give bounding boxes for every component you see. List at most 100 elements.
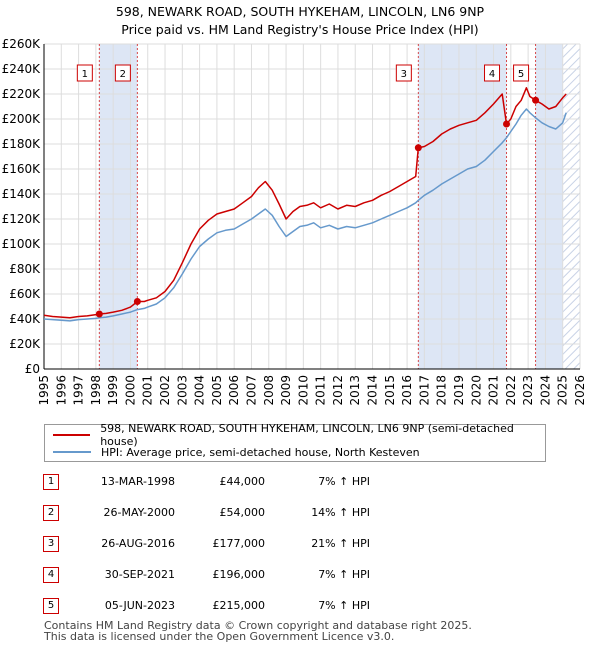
y-tick-label: £260K [2,37,42,51]
sale-point [414,144,422,152]
x-tick-label: 2008 [262,375,276,406]
sale-row: 4 30-SEP-2021 £196,000 7% ↑ HPI [0,563,600,587]
sale-date: 13-MAR-1998 [100,475,175,488]
y-tick-label: £160K [2,162,42,176]
y-tick-label: £100K [2,237,42,251]
sale-number: 1 [43,474,59,490]
legend-swatch-property [53,434,91,436]
sale-number-label: 5 [518,69,524,80]
legend-item-hpi: HPI: Average price, semi-detached house,… [53,444,420,460]
sale-row: 2 26-MAY-2000 £54,000 14% ↑ HPI [0,501,600,525]
y-tick-label: £180K [2,137,42,151]
sale-price: £44,000 [219,475,266,488]
x-tick-label: 2007 [244,375,258,406]
y-tick-label: £200K [2,112,42,126]
x-tick-label: 2024 [538,375,552,406]
sale-row: 5 05-JUN-2023 £215,000 7% ↑ HPI [0,594,600,618]
sale-price: £177,000 [212,537,266,550]
x-tick-label: 2017 [417,375,431,406]
sale-row: 1 13-MAR-1998 £44,000 7% ↑ HPI [0,470,600,494]
x-tick-label: 2016 [400,375,414,406]
x-tick-label: 2021 [487,375,501,406]
x-tick-label: 1998 [89,375,103,406]
legend-swatch-hpi [53,451,91,453]
sale-number-label: 4 [489,69,495,80]
x-tick-label: 2000 [123,375,137,406]
legend-label-hpi: HPI: Average price, semi-detached house,… [101,445,420,459]
sale-row: 3 26-AUG-2016 £177,000 21% ↑ HPI [0,532,600,556]
sale-date: 26-MAY-2000 [103,506,175,519]
sale-hpi: 7% ↑ HPI [318,568,370,581]
sale-date: 26-AUG-2016 [101,537,175,550]
x-tick-label: 2010 [296,375,310,406]
x-tick-label: 2003 [175,375,189,406]
x-tick-label: 2020 [469,375,483,406]
sale-hpi: 21% ↑ HPI [311,537,370,550]
title-line-1: 598, NEWARK ROAD, SOUTH HYKEHAM, LINCOLN… [115,4,485,19]
y-tick-label: £240K [2,62,42,76]
x-tick-label: 2018 [435,375,449,406]
title-line-2: Price paid vs. HM Land Registry's House … [121,22,479,37]
y-tick-label: £60K [9,287,41,301]
legend-label-property: 598, NEWARK ROAD, SOUTH HYKEHAM, LINCOLN… [100,422,514,448]
sale-number-label: 1 [82,69,88,80]
y-tick-label: £140K [2,187,42,201]
y-tick-label: £40K [9,312,41,326]
sale-hpi: 7% ↑ HPI [318,475,370,488]
sale-point [503,120,511,128]
y-tick-label: £220K [2,87,42,101]
y-tick-label: £80K [9,262,41,276]
x-tick-label: 2006 [227,375,241,406]
x-tick-label: 2002 [158,375,172,406]
x-tick-label: 2015 [383,375,397,406]
footer: Contains HM Land Registry data © Crown c… [44,620,472,642]
sale-price: £54,000 [219,506,266,519]
sale-number: 2 [43,505,59,521]
x-tick-label: 2005 [210,375,224,406]
ownership-shade [535,44,563,369]
price-chart: £0 £20K £40K £60K £80K £100K £120K £140K £160K £1… [2,37,587,406]
sale-number-box [395,64,412,82]
y-tick-label: £0 [25,362,40,376]
x-tick-label: 2023 [521,375,535,406]
x-tick-label: 2013 [348,375,362,406]
sale-point [532,96,540,104]
sale-hpi: 7% ↑ HPI [318,599,370,612]
sale-point [95,310,103,318]
x-tick-label: 2009 [279,375,293,406]
sale-price: £196,000 [212,568,266,581]
x-tick-label: 1996 [54,375,68,406]
y-tick-label: £20K [9,337,41,351]
x-tick-label: 1999 [106,375,120,406]
sale-hpi: 14% ↑ HPI [311,506,370,519]
x-tick-label: 2022 [504,375,518,406]
sale-number-box [513,64,530,82]
sale-number-label: 3 [401,69,407,80]
sale-number-label: 2 [120,69,126,80]
sale-point [133,298,141,305]
sale-date: 05-JUN-2023 [104,599,175,612]
x-tick-label: 2025 [556,375,570,406]
sale-number-box [114,64,131,82]
x-tick-label: 2019 [452,375,466,406]
sale-price: £215,000 [212,599,266,612]
x-tick-label: 2004 [193,375,207,406]
chart-title: 598, NEWARK ROAD, SOUTH HYKEHAM, LINCOLN… [0,3,600,39]
x-tick-label: 1995 [37,375,51,406]
legend-item-property: 598, NEWARK ROAD, SOUTH HYKEHAM, LINCOLN… [53,422,545,448]
ownership-shade [418,44,507,369]
sale-number-box [484,64,501,82]
y-tick-label: £120K [2,212,42,226]
x-tick-label: 1997 [72,375,86,406]
footer-line-2: This data is licensed under the Open Gov… [44,630,395,643]
sale-number: 5 [43,598,59,614]
series-line-hpi [43,108,567,322]
legend: 598, NEWARK ROAD, SOUTH HYKEHAM, LINCOLN… [44,422,546,462]
sale-number: 3 [43,536,59,552]
sale-number: 4 [43,567,59,583]
x-tick-label: 2014 [366,375,380,406]
sale-date: 30-SEP-2021 [104,568,175,581]
x-tick-label: 2012 [331,375,345,406]
future-hatch [562,44,580,369]
x-tick-label: 2026 [573,375,587,406]
